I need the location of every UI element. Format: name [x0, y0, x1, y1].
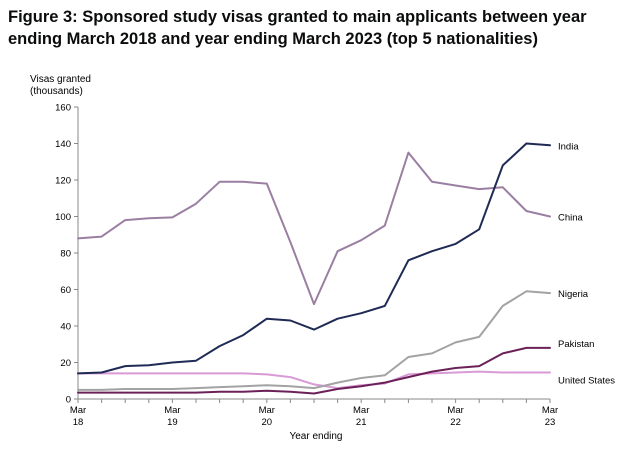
y-tick-label: 120	[55, 176, 71, 187]
y-axis-unit: (thousands)	[30, 86, 83, 97]
y-tick-label: 80	[60, 249, 71, 260]
x-tick-label-year: 19	[167, 417, 178, 428]
x-tick-label-month: Mar	[353, 405, 369, 416]
series-line-nigeria	[77, 290, 551, 391]
x-tick-label-year: 21	[356, 417, 367, 428]
series-label-nigeria: Nigeria	[558, 289, 589, 300]
series-label-pakistan: Pakistan	[558, 339, 594, 350]
y-tick-label: 0	[66, 395, 71, 406]
y-axis-label: Visas granted (thousands)	[30, 74, 91, 98]
x-tick-label-month: Mar	[447, 405, 463, 416]
x-tick-label-year: 23	[545, 417, 556, 428]
x-tick-label-year: 18	[73, 417, 84, 428]
chart-series	[77, 142, 551, 395]
x-tick-label-month: Mar	[70, 405, 86, 416]
chart-axes: 020406080100120140160Mar18Mar19Mar20Mar2…	[55, 103, 558, 443]
x-tick-label-year: 22	[450, 417, 461, 428]
series-labels: China India Nigeria Pakistan United States	[558, 141, 615, 386]
y-axis-title: Visas granted	[30, 74, 91, 85]
series-label-china: China	[558, 213, 584, 224]
x-tick-label-month: Mar	[259, 405, 275, 416]
figure-title: Figure 3: Sponsored study visas granted …	[8, 8, 587, 48]
x-axis-title: Year ending	[289, 431, 342, 442]
y-tick-label: 140	[55, 139, 71, 150]
series-line-united-states	[77, 370, 551, 390]
y-tick-label: 100	[55, 212, 71, 223]
x-tick-label-month: Mar	[542, 405, 558, 416]
y-tick-label: 160	[55, 103, 71, 114]
y-tick-label: 40	[60, 322, 71, 333]
y-tick-label: 60	[60, 285, 71, 296]
series-label-united-states: United States	[558, 376, 615, 387]
series-line-china	[77, 151, 551, 306]
x-tick-label-year: 20	[262, 417, 273, 428]
series-label-india: India	[558, 141, 579, 152]
series-line-pakistan	[77, 346, 551, 395]
series-line-india	[77, 142, 551, 375]
x-tick-label-month: Mar	[164, 405, 180, 416]
y-tick-label: 20	[60, 358, 71, 369]
